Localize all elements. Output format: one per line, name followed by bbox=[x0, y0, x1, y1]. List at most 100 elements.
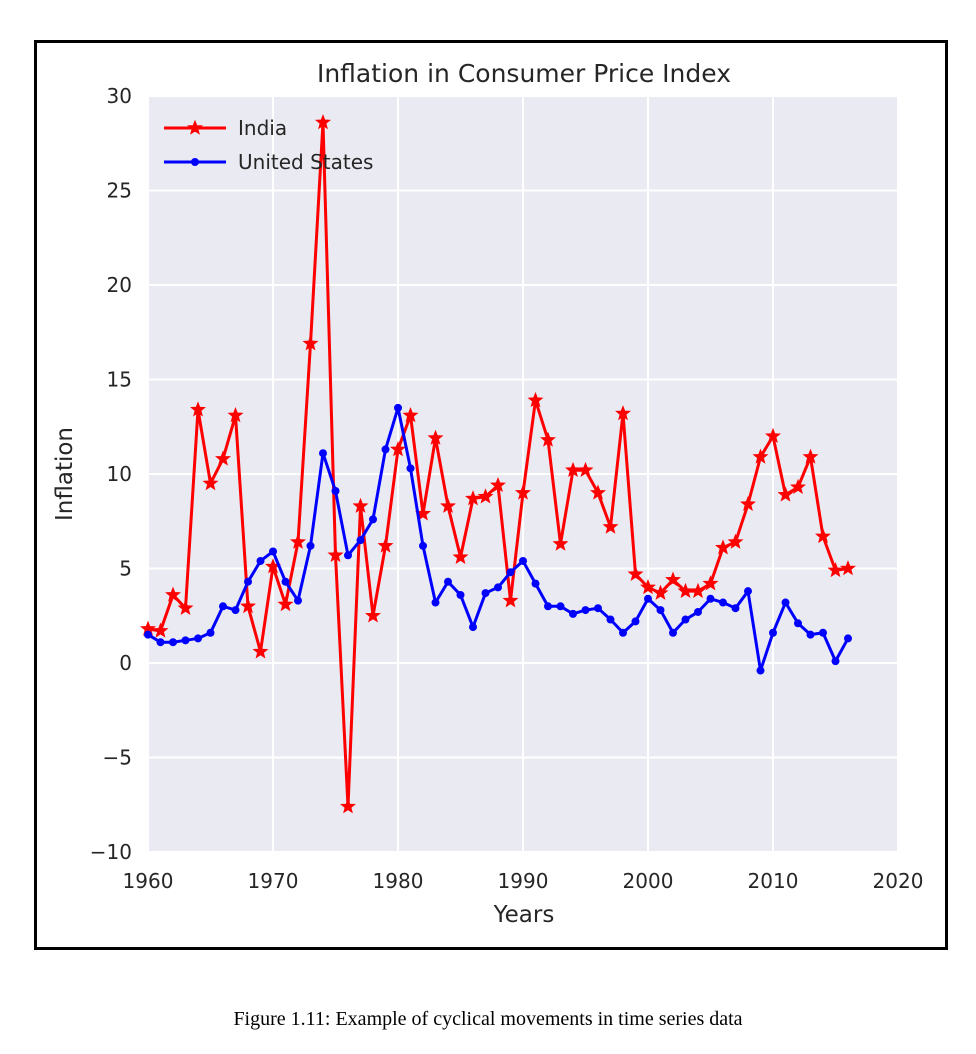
data-point-dot bbox=[844, 634, 852, 643]
data-point-dot bbox=[244, 577, 252, 586]
data-point-dot bbox=[731, 604, 740, 613]
data-point-dot bbox=[406, 464, 415, 473]
y-tick-label: 10 bbox=[107, 462, 132, 486]
y-tick-label: −10 bbox=[90, 840, 132, 864]
x-axis-title: Years bbox=[493, 902, 555, 928]
data-point-dot bbox=[706, 594, 715, 603]
data-point-dot bbox=[781, 598, 790, 607]
y-tick-label: 5 bbox=[119, 557, 132, 581]
data-point-dot bbox=[469, 623, 477, 632]
data-point-star bbox=[390, 441, 406, 457]
data-point-dot bbox=[231, 606, 240, 615]
data-point-dot bbox=[569, 609, 577, 618]
data-point-dot bbox=[769, 628, 777, 637]
chart-title: Inflation in Consumer Price Index bbox=[317, 59, 731, 88]
series-1 bbox=[144, 403, 852, 675]
data-point-dot bbox=[531, 579, 540, 588]
data-point-star bbox=[215, 450, 231, 466]
x-tick-label: 1970 bbox=[248, 869, 299, 893]
data-point-star bbox=[552, 535, 569, 551]
data-point-star bbox=[727, 533, 744, 549]
data-point-dot bbox=[344, 551, 352, 560]
data-point-star bbox=[527, 391, 544, 408]
data-point-star bbox=[540, 431, 556, 447]
data-point-dot bbox=[331, 487, 340, 496]
data-point-dot bbox=[619, 628, 627, 637]
data-point-dot bbox=[281, 577, 290, 586]
legend-india-label: India bbox=[238, 116, 287, 140]
data-point-star bbox=[665, 571, 681, 587]
data-point-dot bbox=[506, 568, 515, 577]
data-point-dot bbox=[581, 606, 590, 615]
data-point-dot bbox=[794, 619, 802, 628]
data-point-star bbox=[252, 643, 269, 659]
data-point-star bbox=[615, 405, 631, 421]
data-point-dot bbox=[219, 602, 227, 611]
data-point-star bbox=[315, 114, 331, 130]
data-point-star bbox=[165, 586, 181, 602]
data-point-star bbox=[690, 582, 706, 598]
data-point-star bbox=[590, 484, 606, 500]
x-tick-label: 2000 bbox=[623, 869, 674, 893]
data-point-dot bbox=[831, 657, 840, 666]
x-tick-label: 2010 bbox=[748, 869, 799, 893]
data-point-dot bbox=[544, 602, 552, 611]
data-point-star bbox=[277, 596, 294, 612]
data-point-dot bbox=[269, 547, 277, 556]
data-point-dot bbox=[719, 598, 727, 607]
data-point-dot bbox=[494, 583, 502, 592]
x-tick-label: 2020 bbox=[873, 869, 924, 893]
data-point-dot bbox=[644, 594, 652, 603]
legend-us-label: United States bbox=[238, 150, 373, 174]
data-point-star bbox=[352, 497, 369, 513]
data-point-dot bbox=[169, 638, 177, 647]
x-tick-label: 1980 bbox=[373, 869, 424, 893]
data-point-dot bbox=[606, 615, 615, 624]
data-point-dot bbox=[456, 590, 465, 599]
data-point-star bbox=[327, 546, 344, 563]
data-point-dot bbox=[144, 630, 152, 639]
data-point-star bbox=[752, 448, 769, 464]
data-point-star bbox=[152, 622, 169, 638]
legend: India United States bbox=[164, 116, 373, 174]
data-point-star bbox=[577, 461, 594, 478]
data-point-dot bbox=[744, 587, 752, 596]
y-tick-label: 25 bbox=[107, 179, 132, 203]
y-tick-label: 0 bbox=[119, 651, 132, 675]
data-point-star bbox=[290, 533, 306, 549]
data-point-star bbox=[202, 475, 219, 491]
data-point-star bbox=[440, 497, 456, 513]
data-point-star bbox=[177, 599, 194, 615]
data-point-dot bbox=[519, 556, 527, 565]
series-layer bbox=[140, 114, 856, 814]
data-point-dot bbox=[694, 607, 702, 616]
data-point-star bbox=[640, 579, 656, 595]
data-point-dot bbox=[194, 634, 202, 643]
legend-us-dot-icon bbox=[191, 158, 199, 166]
y-tick-label: 15 bbox=[107, 368, 132, 392]
data-point-star bbox=[365, 607, 381, 623]
data-point-star bbox=[815, 527, 831, 544]
data-point-dot bbox=[181, 636, 190, 645]
y-tick-label: 30 bbox=[107, 84, 132, 108]
data-point-star bbox=[377, 537, 394, 553]
data-point-dot bbox=[631, 617, 640, 626]
data-point-star bbox=[427, 429, 444, 445]
y-tick-label: −5 bbox=[103, 746, 132, 770]
data-point-dot bbox=[594, 604, 602, 613]
data-point-dot bbox=[356, 536, 365, 545]
data-point-dot bbox=[669, 628, 677, 637]
data-point-dot bbox=[419, 541, 427, 550]
data-point-star bbox=[790, 478, 806, 495]
legend-india-star-icon bbox=[187, 119, 203, 135]
data-point-star bbox=[765, 427, 781, 443]
data-point-star bbox=[302, 335, 319, 351]
data-point-dot bbox=[444, 577, 452, 586]
data-point-dot bbox=[681, 615, 690, 624]
data-point-star bbox=[602, 518, 619, 534]
data-point-star bbox=[652, 584, 669, 600]
data-point-star bbox=[502, 592, 519, 608]
y-tick-labels: −10 −5 0 5 10 15 20 25 30 bbox=[90, 84, 132, 864]
data-point-dot bbox=[819, 628, 827, 637]
x-tick-label: 1990 bbox=[498, 869, 549, 893]
